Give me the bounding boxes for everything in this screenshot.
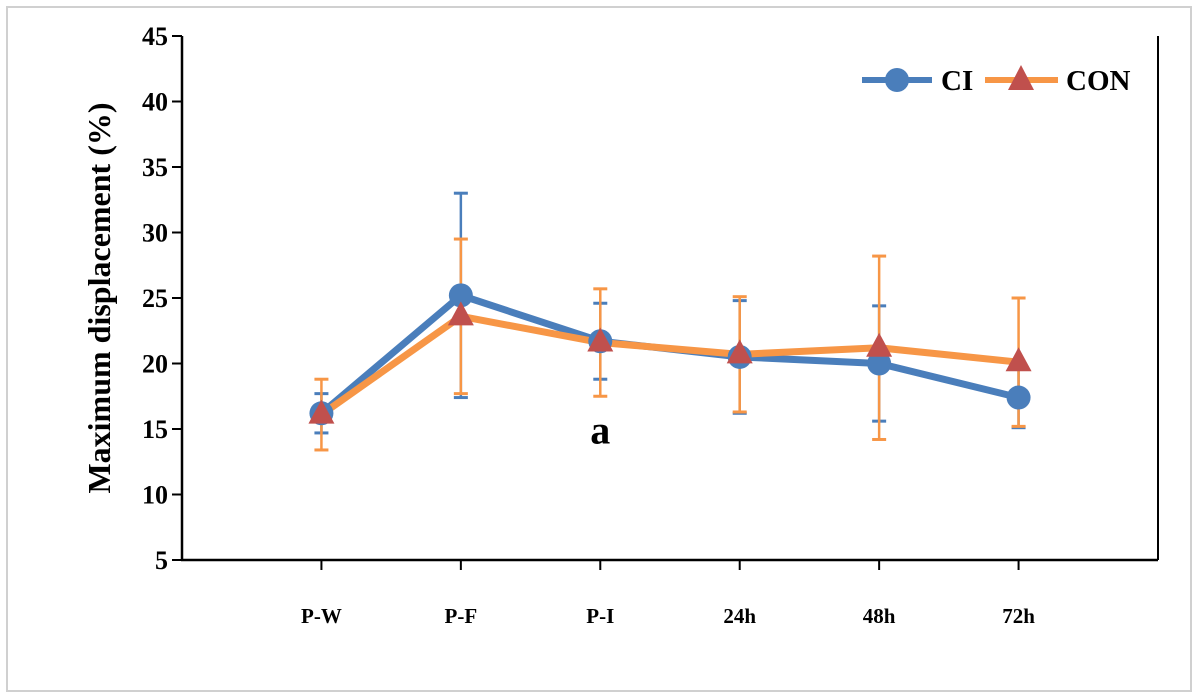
- legend-label-con: CON: [1066, 65, 1131, 97]
- series-line-con: [319, 312, 1019, 418]
- y-tick-label: 20: [142, 350, 168, 379]
- data-point-con: [308, 399, 335, 424]
- y-tick-label: 15: [142, 415, 168, 444]
- y-tick-label: 25: [142, 284, 168, 313]
- y-tick-label: 10: [142, 481, 168, 510]
- legend-marker-con: [1008, 65, 1034, 90]
- legend-label-ci: CI: [941, 65, 973, 97]
- legend-marker-ci: [885, 68, 909, 92]
- x-tick-label: P-W: [301, 604, 342, 628]
- data-point-ci: [448, 283, 473, 308]
- data-point-con: [1005, 347, 1032, 372]
- data-point-ci: [1006, 385, 1031, 410]
- x-tick-label: 72h: [1002, 604, 1035, 628]
- y-axis-title: Maximum displacement (%): [81, 102, 117, 493]
- data-point-ci: [867, 351, 892, 376]
- x-tick-label: P-I: [586, 604, 614, 628]
- x-tick-label: 48h: [863, 604, 896, 628]
- x-tick-label: P-F: [445, 604, 478, 628]
- annotation-label: a: [590, 408, 610, 453]
- y-tick-label: 40: [142, 88, 168, 117]
- y-tick-label: 45: [142, 22, 168, 51]
- y-tick-label: 30: [142, 219, 168, 248]
- data-point-con: [587, 327, 614, 352]
- data-point-con: [447, 301, 474, 326]
- y-tick-label: 5: [155, 546, 168, 575]
- data-point-con: [726, 339, 753, 364]
- y-tick-label: 35: [142, 153, 168, 182]
- x-tick-label: 24h: [723, 604, 756, 628]
- data-point-con: [866, 332, 893, 357]
- chart-frame: [6, 6, 1192, 692]
